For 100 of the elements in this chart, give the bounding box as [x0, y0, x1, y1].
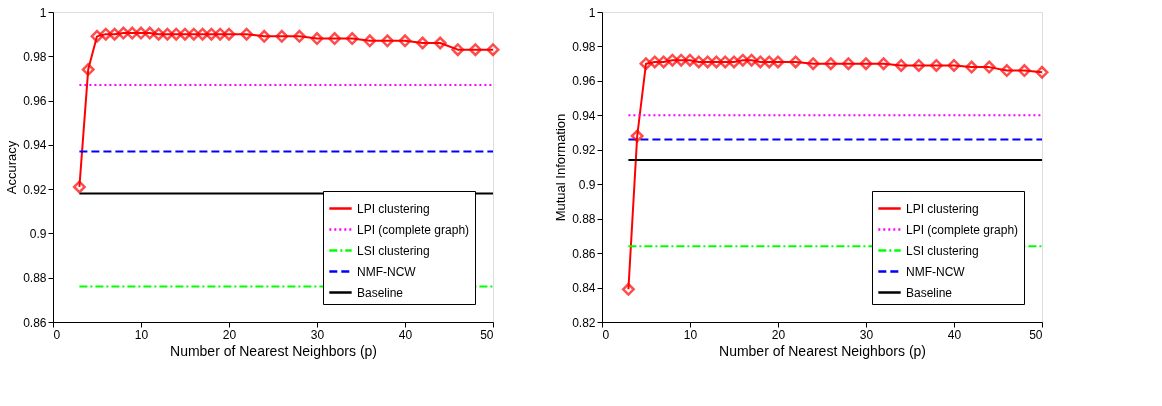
- y-tick-label: 0.88: [23, 271, 47, 286]
- point: [683, 53, 697, 67]
- point: [762, 55, 776, 69]
- point: [178, 27, 192, 41]
- point: [81, 63, 95, 77]
- point: [187, 27, 201, 41]
- legend-label: LPI (complete graph): [357, 222, 470, 237]
- legend-label: NMF-NCW: [906, 264, 966, 279]
- point: [692, 55, 706, 69]
- point: [701, 55, 715, 69]
- point: [275, 29, 289, 43]
- point: [257, 29, 271, 43]
- y-tick-label: 0.92: [23, 182, 47, 197]
- point: [143, 26, 157, 40]
- point: [806, 57, 820, 71]
- point: [160, 27, 174, 41]
- point: [727, 55, 741, 69]
- point: [240, 27, 254, 41]
- point: [72, 180, 86, 194]
- y-tick-label: 0.9: [29, 226, 47, 241]
- x-tick-label: 50: [480, 327, 494, 342]
- legend-label: Baseline: [906, 285, 953, 300]
- x-tick-label: 30: [310, 327, 325, 342]
- y-axis-title: Mutual Information: [553, 113, 569, 222]
- point: [380, 34, 394, 48]
- point: [824, 57, 838, 71]
- x-tick-label: 20: [771, 327, 786, 342]
- point: [841, 57, 855, 71]
- y-tick-label: 0.9: [578, 177, 596, 192]
- point: [648, 55, 662, 69]
- legend-label: Baseline: [357, 285, 404, 300]
- point: [709, 55, 723, 69]
- y-tick-label: 0.86: [572, 246, 596, 261]
- point: [363, 34, 377, 48]
- point: [877, 57, 891, 71]
- y-tick-label: 1: [588, 5, 596, 20]
- point: [789, 55, 803, 69]
- y-tick-label: 0.92: [572, 143, 596, 158]
- y-tick-label: 0.96: [572, 74, 596, 89]
- point: [99, 27, 113, 41]
- x-axis-title: Number of Nearest Neighbors (p): [170, 342, 377, 359]
- point: [169, 27, 183, 41]
- point: [630, 129, 644, 143]
- legend-label: LSI clustering: [357, 243, 430, 258]
- point: [657, 55, 671, 69]
- y-axis-title: Accuracy: [4, 140, 20, 195]
- x-tick-label: 0: [602, 327, 610, 342]
- point: [310, 32, 324, 46]
- y-tick-label: 1: [39, 5, 47, 20]
- point: [134, 26, 148, 40]
- y-tick-label: 0.94: [572, 108, 596, 123]
- y-tick-label: 0.96: [23, 94, 47, 109]
- legend-label: LPI (complete graph): [906, 222, 1019, 237]
- point: [345, 32, 359, 46]
- x-tick-label: 10: [683, 327, 698, 342]
- point: [433, 36, 447, 50]
- x-tick-label: 20: [222, 327, 237, 342]
- point: [771, 55, 785, 69]
- y-tick-label: 0.82: [572, 315, 596, 330]
- point: [894, 58, 908, 72]
- point: [328, 32, 342, 46]
- x-tick-label: 40: [947, 327, 962, 342]
- point: [108, 27, 122, 41]
- point: [116, 26, 130, 40]
- point: [1035, 65, 1049, 79]
- point: [398, 34, 412, 48]
- y-tick-label: 0.88: [572, 212, 596, 227]
- point: [213, 27, 227, 41]
- point: [416, 36, 430, 50]
- point: [90, 29, 104, 43]
- point: [929, 58, 943, 72]
- point: [1000, 64, 1014, 78]
- point: [674, 53, 688, 67]
- point: [621, 282, 635, 296]
- point: [859, 57, 873, 71]
- legend-label: NMF-NCW: [357, 264, 417, 279]
- point: [152, 27, 166, 41]
- x-axis-title: Number of Nearest Neighbors (p): [719, 342, 926, 359]
- y-tick-label: 0.98: [572, 39, 596, 54]
- x-tick-label: 0: [53, 327, 61, 342]
- point: [718, 55, 732, 69]
- y-tick-label: 0.98: [23, 49, 47, 64]
- point: [1017, 64, 1031, 78]
- point: [204, 27, 218, 41]
- x-tick-label: 30: [859, 327, 874, 342]
- point: [912, 58, 926, 72]
- y-tick-label: 0.84: [572, 281, 596, 296]
- point: [947, 58, 961, 72]
- point: [965, 60, 979, 74]
- y-tick-label: 0.94: [23, 138, 47, 153]
- legend-label: LPI clustering: [906, 201, 979, 216]
- point: [736, 53, 750, 67]
- x-tick-label: 50: [1029, 327, 1043, 342]
- point: [292, 29, 306, 43]
- point: [745, 53, 759, 67]
- point: [639, 57, 653, 71]
- point: [125, 26, 139, 40]
- x-tick-label: 10: [134, 327, 149, 342]
- point: [222, 27, 236, 41]
- x-tick-label: 40: [398, 327, 413, 342]
